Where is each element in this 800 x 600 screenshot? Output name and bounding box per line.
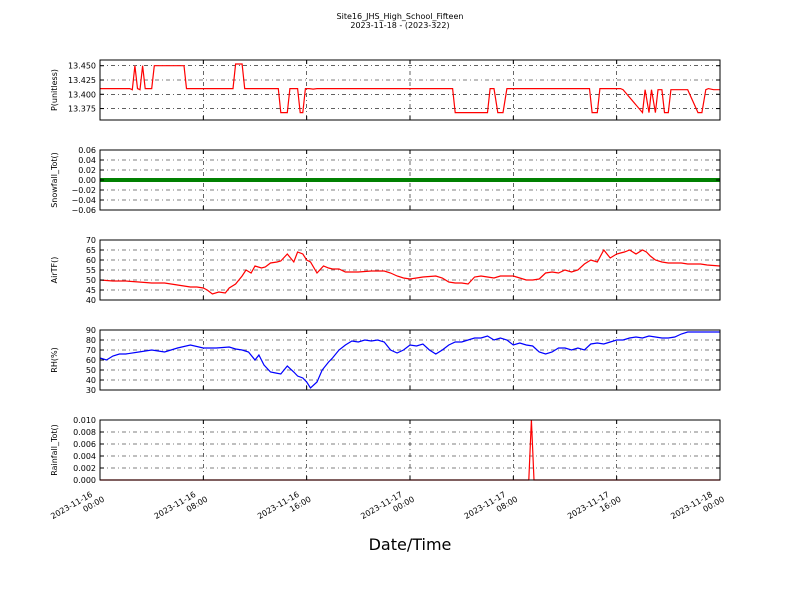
series-line bbox=[100, 63, 720, 115]
y-tick-label: 50 bbox=[86, 276, 96, 285]
series-line bbox=[99, 248, 721, 295]
y-tick-label: 65 bbox=[86, 246, 96, 255]
y-tick-label: 60 bbox=[86, 256, 96, 265]
y-axis-label: P(unitless) bbox=[50, 69, 59, 111]
y-tick-label: 30 bbox=[86, 386, 96, 395]
y-tick-label: 13.375 bbox=[68, 105, 96, 114]
y-tick-label: 0.06 bbox=[78, 146, 96, 155]
chart-title: Site16_JHS_High_School_Fifteen bbox=[337, 12, 464, 21]
y-tick-label: 0.00 bbox=[78, 176, 96, 185]
y-tick-label: 13.400 bbox=[68, 90, 96, 99]
y-tick-label: 80 bbox=[86, 336, 96, 345]
y-axis-label: AirTF() bbox=[50, 257, 59, 284]
y-axis-label: Snowfall_Tot() bbox=[50, 152, 59, 208]
y-tick-label: 0.008 bbox=[73, 428, 96, 437]
y-tick-label: 0.004 bbox=[73, 452, 96, 461]
y-tick-label: 60 bbox=[86, 356, 96, 365]
y-tick-label: 70 bbox=[86, 236, 96, 245]
x-tick-label: 2023-11-1600:00 bbox=[49, 486, 106, 530]
y-tick-label: 55 bbox=[86, 266, 96, 275]
y-tick-label: 13.450 bbox=[68, 62, 96, 71]
x-tick-labels: 2023-11-1600:00 2023-11-1608:00 2023-11-16… bbox=[49, 486, 726, 530]
y-tick-label: 50 bbox=[86, 366, 96, 375]
subplot-5: 0.010 0.008 0.006 0.004 0.002 0.000 Rainfall_T… bbox=[50, 416, 721, 485]
y-tick-label: 40 bbox=[86, 376, 96, 385]
y-axis-label: Rainfall_Tot() bbox=[50, 424, 59, 476]
subplots: 13.45013.42513.40013.375P(unitless)0.060… bbox=[50, 59, 721, 485]
y-tick-label: 0.010 bbox=[73, 416, 96, 425]
chart-subtitle: 2023-11-18 - (2023-322) bbox=[350, 21, 449, 30]
y-axis-label: RH(%) bbox=[50, 347, 59, 372]
x-tick-label: 2023-11-1608:00 bbox=[153, 486, 210, 530]
y-tick-label: 70 bbox=[86, 346, 96, 355]
y-tick-label: 90 bbox=[86, 326, 96, 335]
y-tick-label: −0.06 bbox=[71, 206, 96, 215]
y-tick-label: −0.04 bbox=[71, 196, 96, 205]
y-tick-label: 0.006 bbox=[73, 440, 96, 449]
y-tick-label: 40 bbox=[86, 296, 96, 305]
x-tick-label: 2023-11-1616:00 bbox=[256, 486, 313, 530]
subplot-2: 0.060.040.020.00−0.02−0.04−0.06 Snowfall_… bbox=[50, 146, 721, 215]
subplot-1: 13.450 13.425 13.400 13.375 P(unitless) bbox=[50, 59, 721, 121]
x-tick-label: 2023-11-1716:00 bbox=[566, 486, 623, 530]
y-tick-label: −0.02 bbox=[71, 186, 96, 195]
x-tick-label: 2023-11-1800:00 bbox=[669, 486, 726, 530]
x-tick-label: 2023-11-1700:00 bbox=[359, 486, 416, 530]
y-tick-label: 0.002 bbox=[73, 464, 96, 473]
y-tick-label: 0.04 bbox=[78, 156, 96, 165]
y-tick-label: 0.02 bbox=[78, 166, 96, 175]
y-tick-label: 0.000 bbox=[73, 476, 96, 485]
series-line bbox=[99, 331, 720, 389]
x-tick-label: 2023-11-1708:00 bbox=[463, 486, 520, 530]
x-axis-label: Date/Time bbox=[369, 535, 452, 554]
y-tick-label: 13.425 bbox=[68, 76, 96, 85]
y-tick-label: 45 bbox=[86, 286, 96, 295]
